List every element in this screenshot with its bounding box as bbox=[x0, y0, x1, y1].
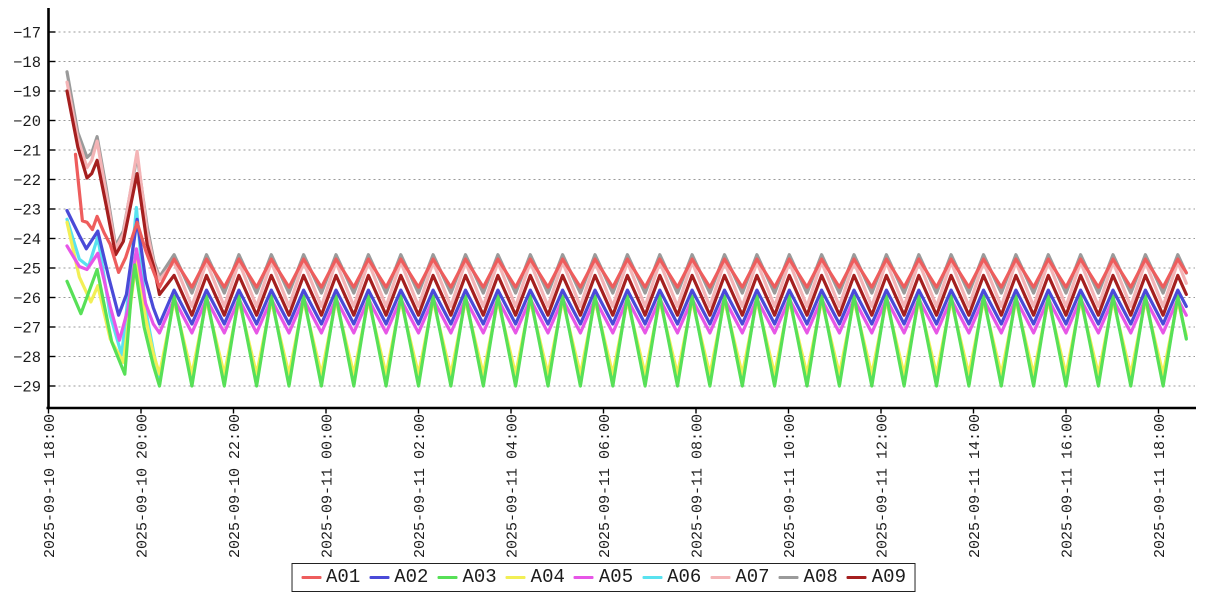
series-line-A02 bbox=[65, 208, 1188, 326]
y-axis-tick-label: −19 bbox=[13, 84, 41, 102]
legend-entry-A09: A09 bbox=[846, 566, 906, 588]
y-axis-tick-label: −25 bbox=[13, 261, 41, 279]
legend-label: A01 bbox=[326, 566, 361, 588]
series-line-A07 bbox=[65, 80, 1188, 308]
legend-label: A05 bbox=[598, 566, 634, 588]
x-axis-tick-label: 2025-09-10 18:00 bbox=[42, 414, 59, 558]
legend-label: A08 bbox=[803, 566, 838, 588]
x-axis-tick-label: 2025-09-11 12:00 bbox=[875, 414, 892, 558]
series-layer bbox=[65, 70, 1188, 388]
x-axis-tick-label: 2025-09-11 14:00 bbox=[967, 414, 984, 558]
legend-entry-A07: A07 bbox=[710, 566, 770, 588]
series-line-A09 bbox=[65, 89, 1188, 317]
legend-entry-A01: A01 bbox=[301, 567, 360, 588]
legend-swatch-A07 bbox=[710, 575, 731, 580]
y-axis-tick-label: −28 bbox=[13, 349, 41, 367]
legend-entry-A04: A04 bbox=[505, 566, 565, 588]
x-axis-tick-label: 2025-09-11 16:00 bbox=[1060, 414, 1077, 558]
legend-swatch-A04 bbox=[505, 575, 526, 580]
x-axis-tick-label: 2025-09-11 02:00 bbox=[412, 414, 429, 558]
legend-entry-A03: A03 bbox=[437, 566, 497, 588]
x-axis-tick-label: 2025-09-10 22:00 bbox=[227, 414, 244, 558]
legend-swatch-A06 bbox=[642, 575, 663, 580]
legend-entry-A08: A08 bbox=[778, 566, 838, 588]
y-axis-tick-label: −24 bbox=[13, 231, 41, 249]
legend-swatch-A03 bbox=[437, 575, 458, 580]
x-axis-tick-label: 2025-09-11 08:00 bbox=[690, 414, 707, 558]
y-axis-tick-label: −17 bbox=[13, 25, 41, 43]
y-axis-tick-label: −21 bbox=[13, 143, 41, 161]
y-axis-tick-label: −23 bbox=[13, 202, 41, 220]
y-axis-tick-label: −18 bbox=[13, 54, 41, 72]
legend-label: A07 bbox=[735, 566, 770, 588]
series-line-A03 bbox=[65, 263, 1188, 388]
series-line-A01 bbox=[73, 152, 1188, 289]
x-axis-tick-label: 2025-09-11 00:00 bbox=[320, 414, 337, 558]
legend-label: A04 bbox=[530, 566, 565, 588]
x-axis-tick-label: 2025-09-11 10:00 bbox=[782, 414, 799, 558]
legend-label: A02 bbox=[394, 566, 429, 588]
axis-label-layer: −17−18−19−20−21−22−23−24−25−26−27−28−292… bbox=[13, 25, 1169, 559]
legend-swatch-A01 bbox=[301, 575, 322, 580]
y-axis-tick-label: −20 bbox=[13, 113, 41, 131]
y-axis-tick-label: −26 bbox=[13, 290, 41, 308]
legend-entry-A06: A06 bbox=[642, 567, 701, 588]
legend-entry-A02: A02 bbox=[369, 567, 428, 588]
x-axis-tick-label: 2025-09-11 18:00 bbox=[1152, 414, 1169, 558]
legend-swatch-A02 bbox=[369, 575, 390, 580]
legend-swatch-A05 bbox=[573, 575, 594, 580]
tick-layer bbox=[47, 31, 1160, 414]
x-axis-tick-label: 2025-09-10 20:00 bbox=[135, 414, 152, 558]
legend-swatch-A08 bbox=[778, 575, 799, 580]
chart-legend: A01 A02 A03 A04 A05 A06 A07 A08 A09 bbox=[291, 563, 916, 592]
legend-label: A09 bbox=[871, 566, 906, 588]
legend-label: A06 bbox=[667, 566, 702, 588]
legend-entry-A05: A05 bbox=[573, 566, 634, 588]
y-axis-tick-label: −22 bbox=[13, 172, 41, 190]
legend-label: A03 bbox=[462, 566, 497, 588]
legend-swatch-A09 bbox=[846, 575, 867, 580]
x-axis-tick-label: 2025-09-11 06:00 bbox=[597, 414, 614, 558]
x-axis-tick-label: 2025-09-11 04:00 bbox=[505, 414, 522, 558]
y-axis-tick-label: −29 bbox=[13, 379, 41, 397]
y-axis-tick-label: −27 bbox=[13, 320, 41, 338]
